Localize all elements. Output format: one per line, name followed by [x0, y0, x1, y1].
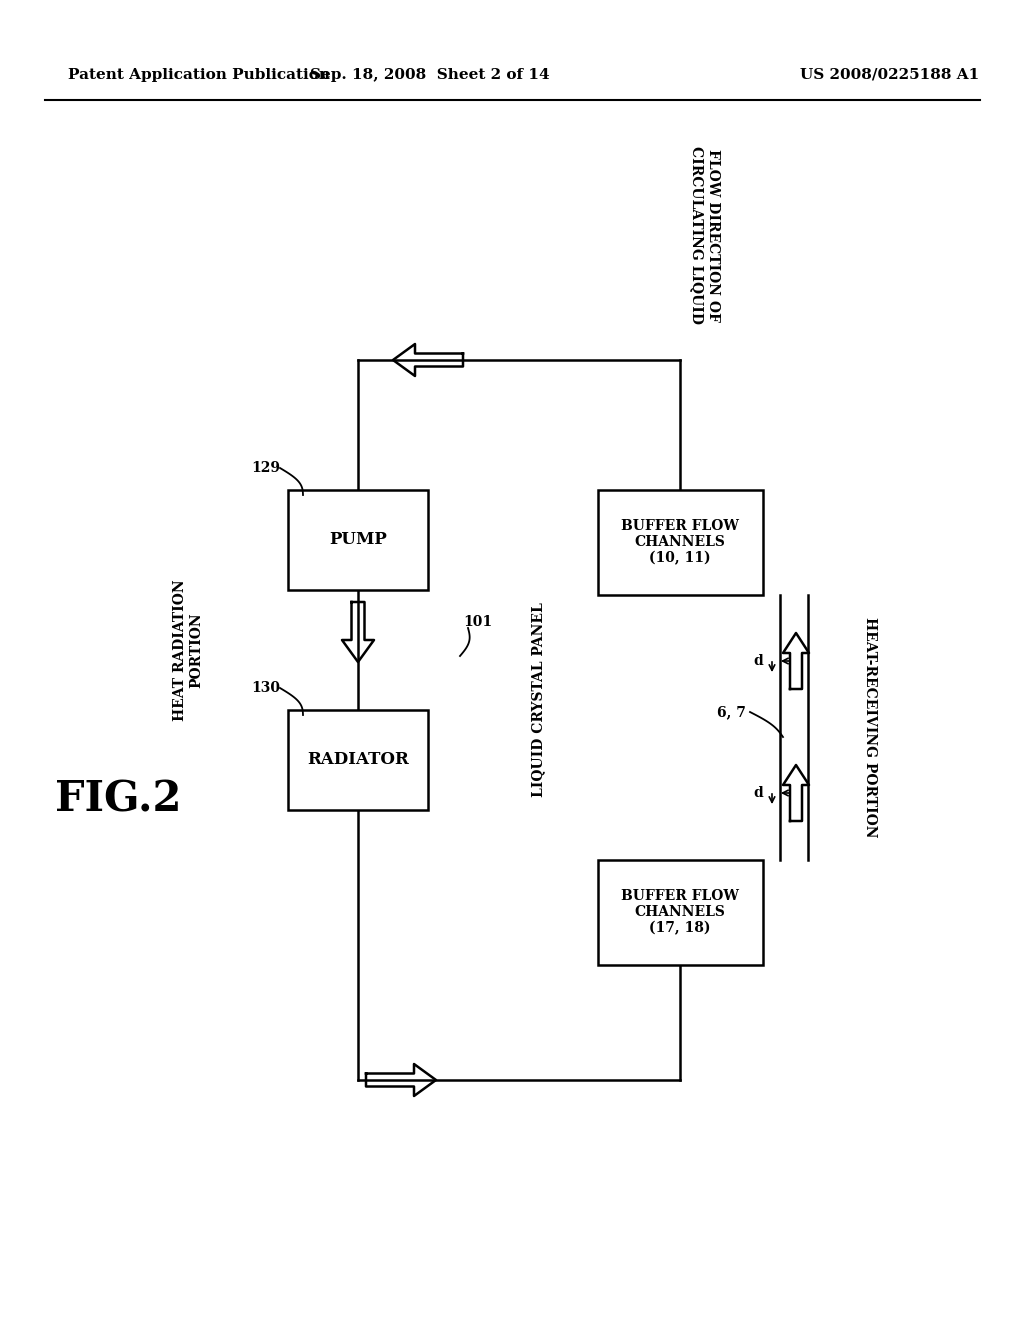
Bar [598, 861, 763, 965]
Text: 130: 130 [251, 681, 280, 696]
Text: FLOW DIRECTION OF
CIRCULATING LIQUID: FLOW DIRECTION OF CIRCULATING LIQUID [690, 147, 720, 323]
Text: BUFFER FLOW
CHANNELS
(10, 11): BUFFER FLOW CHANNELS (10, 11) [621, 519, 739, 565]
Text: BUFFER FLOW
CHANNELS
(17, 18): BUFFER FLOW CHANNELS (17, 18) [621, 888, 739, 936]
Text: d: d [753, 653, 763, 668]
Text: Patent Application Publication: Patent Application Publication [68, 69, 330, 82]
Text: US 2008/0225188 A1: US 2008/0225188 A1 [800, 69, 979, 82]
Text: 6, 7: 6, 7 [717, 705, 746, 719]
Text: PUMP: PUMP [329, 532, 387, 549]
Text: Sep. 18, 2008  Sheet 2 of 14: Sep. 18, 2008 Sheet 2 of 14 [310, 69, 550, 82]
Text: HEAT RADIATION
PORTION: HEAT RADIATION PORTION [173, 579, 203, 721]
Bar [598, 490, 763, 595]
Text: 101: 101 [463, 615, 493, 630]
Text: RADIATOR: RADIATOR [307, 751, 409, 768]
Text: FIG.2: FIG.2 [54, 779, 181, 821]
Bar [288, 710, 428, 810]
Text: 129: 129 [251, 461, 280, 475]
Bar [288, 490, 428, 590]
Text: d: d [753, 785, 763, 800]
Text: HEAT-RECEIVING PORTION: HEAT-RECEIVING PORTION [863, 616, 877, 837]
Text: LIQUID CRYSTAL PANEL: LIQUID CRYSTAL PANEL [531, 603, 545, 797]
